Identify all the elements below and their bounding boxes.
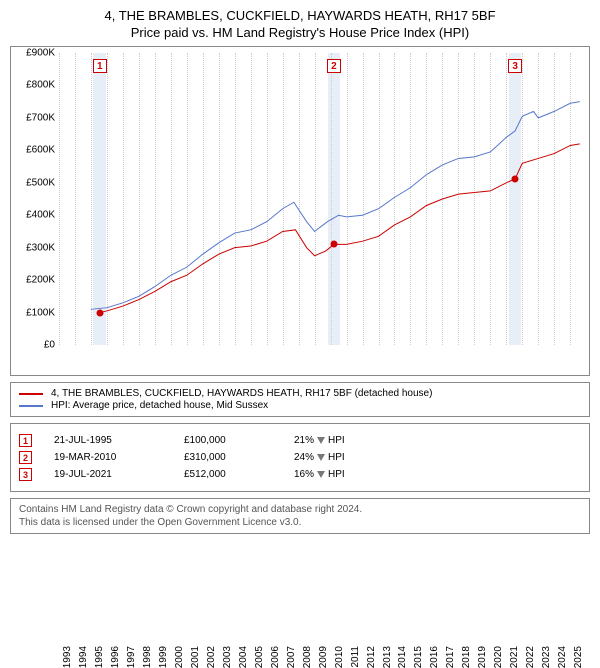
legend-row-property: 4, THE BRAMBLES, CUCKFIELD, HAYWARDS HEA… [19,388,581,399]
x-tick-label: 2021 [509,646,520,668]
x-tick-label: 2025 [573,646,584,668]
footer-line-2: This data is licensed under the Open Gov… [19,516,581,529]
arrow-down-icon [317,454,325,461]
arrow-down-icon [317,471,325,478]
x-tick-label: 2022 [525,646,536,668]
marker-legend-pct: 21% [294,435,314,446]
series-line-property [100,144,580,313]
marker-legend-number: 1 [19,434,32,447]
markers-legend: 1 21-JUL-1995£100,00021% HPI 2 19-MAR-2010£… [10,423,590,492]
marker-legend-pct: 16% [294,469,314,480]
marker-number-box: 1 [93,59,107,73]
x-tick-label: 1993 [62,646,73,668]
x-tick-label: 2010 [334,646,345,668]
x-tick-label: 2018 [461,646,472,668]
x-tick-label: 2023 [541,646,552,668]
marker-legend-price: £512,000 [184,469,294,480]
x-tick-label: 2005 [254,646,265,668]
x-tick-label: 2017 [445,646,456,668]
marker-dot [512,175,519,182]
attribution-footer: Contains HM Land Registry data © Crown c… [10,498,590,534]
legend-swatch-property [19,393,43,395]
x-tick-label: 2007 [286,646,297,668]
marker-legend-number: 3 [19,468,32,481]
marker-legend-delta: 24% HPI [294,452,345,463]
x-tick-label: 2001 [190,646,201,668]
x-tick-label: 2019 [477,646,488,668]
x-tick-label: 1998 [142,646,153,668]
x-tick-label: 2024 [557,646,568,668]
marker-legend-delta: 16% HPI [294,469,345,480]
marker-legend-delta: 21% HPI [294,435,345,446]
marker-legend-row: 3 19-JUL-2021£512,00016% HPI [19,468,581,481]
marker-legend-vs: HPI [328,452,345,463]
x-tick-label: 2002 [206,646,217,668]
series-line-hpi [91,102,580,310]
marker-legend-vs: HPI [328,469,345,480]
x-tick-label: 1997 [126,646,137,668]
marker-dot [330,241,337,248]
series-legend: 4, THE BRAMBLES, CUCKFIELD, HAYWARDS HEA… [10,382,590,417]
marker-legend-date: 19-MAR-2010 [54,452,184,463]
x-tick-label: 1995 [94,646,105,668]
title-address: 4, THE BRAMBLES, CUCKFIELD, HAYWARDS HEA… [10,8,590,23]
legend-label-hpi: HPI: Average price, detached house, Mid … [51,400,268,411]
footer-line-1: Contains HM Land Registry data © Crown c… [19,503,581,516]
legend-swatch-hpi [19,405,43,407]
x-tick-label: 2012 [366,646,377,668]
marker-legend-row: 2 19-MAR-2010£310,00024% HPI [19,451,581,464]
x-tick-label: 2014 [397,646,408,668]
x-tick-label: 2009 [318,646,329,668]
marker-legend-pct: 24% [294,452,314,463]
marker-legend-date: 19-JUL-2021 [54,469,184,480]
line-series-svg [11,47,589,375]
legend-label-property: 4, THE BRAMBLES, CUCKFIELD, HAYWARDS HEA… [51,388,432,399]
x-tick-label: 2004 [238,646,249,668]
marker-dot [96,309,103,316]
legend-row-hpi: HPI: Average price, detached house, Mid … [19,400,581,411]
title-subtitle: Price paid vs. HM Land Registry's House … [10,25,590,40]
arrow-down-icon [317,437,325,444]
x-tick-label: 2003 [222,646,233,668]
x-tick-label: 2016 [429,646,440,668]
marker-number-box: 2 [327,59,341,73]
marker-legend-price: £100,000 [184,435,294,446]
x-tick-label: 2011 [350,646,361,668]
x-tick-label: 1996 [110,646,121,668]
marker-legend-vs: HPI [328,435,345,446]
x-tick-label: 2020 [493,646,504,668]
x-tick-label: 1999 [158,646,169,668]
title-block: 4, THE BRAMBLES, CUCKFIELD, HAYWARDS HEA… [10,8,590,46]
marker-legend-number: 2 [19,451,32,464]
chart-plot: 1993199419951996199719981999200020012002… [10,46,590,376]
marker-number-box: 3 [508,59,522,73]
x-tick-label: 2013 [382,646,393,668]
x-tick-label: 2015 [413,646,424,668]
marker-legend-price: £310,000 [184,452,294,463]
x-tick-label: 2006 [270,646,281,668]
x-tick-label: 2000 [174,646,185,668]
chart-container: 4, THE BRAMBLES, CUCKFIELD, HAYWARDS HEA… [0,0,600,590]
x-tick-label: 1994 [78,646,89,668]
x-tick-label: 2008 [302,646,313,668]
marker-legend-date: 21-JUL-1995 [54,435,184,446]
marker-legend-row: 1 21-JUL-1995£100,00021% HPI [19,434,581,447]
